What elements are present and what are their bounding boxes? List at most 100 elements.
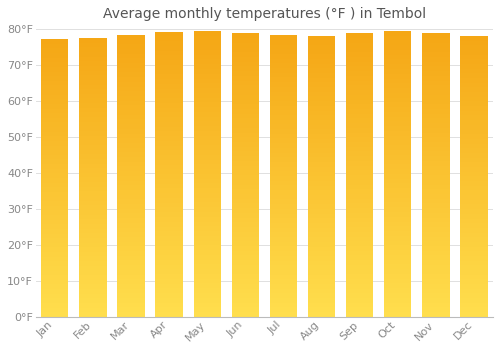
Bar bbox=[270, 59, 297, 63]
Bar bbox=[194, 164, 221, 169]
Bar bbox=[422, 48, 450, 52]
Bar bbox=[346, 227, 374, 232]
Bar bbox=[194, 302, 221, 307]
Bar bbox=[422, 203, 450, 208]
Bar bbox=[460, 88, 487, 92]
Bar bbox=[118, 44, 144, 49]
Bar bbox=[79, 168, 106, 173]
Bar bbox=[346, 52, 374, 57]
Bar bbox=[460, 102, 487, 106]
Bar bbox=[384, 222, 411, 226]
Bar bbox=[422, 123, 450, 128]
Bar bbox=[308, 209, 336, 214]
Bar bbox=[194, 131, 221, 136]
Bar bbox=[270, 256, 297, 260]
Bar bbox=[156, 255, 183, 260]
Bar bbox=[194, 288, 221, 293]
Bar bbox=[384, 136, 411, 140]
Bar bbox=[384, 245, 411, 250]
Bar bbox=[270, 186, 297, 190]
Bar bbox=[346, 232, 374, 237]
Bar bbox=[270, 134, 297, 139]
Bar bbox=[270, 204, 297, 209]
Bar bbox=[41, 294, 68, 298]
Bar bbox=[460, 64, 487, 69]
Bar bbox=[79, 112, 106, 117]
Bar bbox=[460, 195, 487, 200]
Bar bbox=[232, 260, 259, 265]
Bar bbox=[460, 139, 487, 144]
Bar bbox=[194, 102, 221, 107]
Bar bbox=[422, 307, 450, 312]
Bar bbox=[422, 260, 450, 265]
Bar bbox=[156, 212, 183, 217]
Bar bbox=[194, 231, 221, 236]
Bar bbox=[270, 101, 297, 106]
Bar bbox=[422, 184, 450, 189]
Bar bbox=[79, 108, 106, 112]
Bar bbox=[346, 194, 374, 199]
Bar bbox=[194, 255, 221, 260]
Bar bbox=[460, 172, 487, 176]
Bar bbox=[384, 212, 411, 217]
Bar bbox=[41, 210, 68, 215]
Bar bbox=[232, 33, 259, 38]
Bar bbox=[270, 298, 297, 303]
Bar bbox=[270, 96, 297, 101]
Bar bbox=[308, 101, 336, 106]
Bar bbox=[79, 275, 106, 280]
Bar bbox=[384, 202, 411, 207]
Bar bbox=[41, 183, 68, 187]
Bar bbox=[308, 308, 336, 312]
Bar bbox=[270, 270, 297, 275]
Bar bbox=[41, 155, 68, 160]
Bar bbox=[41, 150, 68, 155]
Bar bbox=[194, 55, 221, 60]
Bar bbox=[41, 122, 68, 127]
Bar bbox=[194, 150, 221, 155]
Bar bbox=[156, 65, 183, 70]
Bar bbox=[460, 312, 487, 317]
Bar bbox=[384, 274, 411, 279]
Bar bbox=[194, 74, 221, 78]
Bar bbox=[118, 72, 144, 77]
Bar bbox=[308, 251, 336, 256]
Bar bbox=[118, 119, 144, 124]
Bar bbox=[346, 203, 374, 208]
Bar bbox=[460, 83, 487, 88]
Bar bbox=[308, 256, 336, 261]
Bar bbox=[270, 284, 297, 289]
Bar bbox=[422, 256, 450, 260]
Bar bbox=[118, 223, 144, 228]
Bar bbox=[79, 247, 106, 252]
Bar bbox=[194, 69, 221, 74]
Bar bbox=[384, 284, 411, 288]
Bar bbox=[194, 274, 221, 279]
Bar bbox=[422, 128, 450, 133]
Bar bbox=[346, 71, 374, 76]
Bar bbox=[232, 123, 259, 128]
Bar bbox=[156, 226, 183, 231]
Bar bbox=[460, 78, 487, 83]
Bar bbox=[460, 284, 487, 289]
Bar bbox=[79, 257, 106, 261]
Bar bbox=[270, 214, 297, 218]
Bar bbox=[156, 165, 183, 169]
Bar bbox=[460, 116, 487, 120]
Bar bbox=[118, 195, 144, 200]
Bar bbox=[156, 70, 183, 74]
Bar bbox=[41, 271, 68, 275]
Bar bbox=[79, 191, 106, 196]
Bar bbox=[194, 107, 221, 112]
Bar bbox=[460, 298, 487, 303]
Bar bbox=[156, 51, 183, 55]
Bar bbox=[79, 47, 106, 52]
Bar bbox=[79, 117, 106, 122]
Bar bbox=[270, 190, 297, 195]
Bar bbox=[460, 55, 487, 59]
Bar bbox=[156, 98, 183, 103]
Bar bbox=[79, 233, 106, 238]
Bar bbox=[422, 175, 450, 180]
Bar bbox=[194, 78, 221, 83]
Bar bbox=[384, 269, 411, 274]
